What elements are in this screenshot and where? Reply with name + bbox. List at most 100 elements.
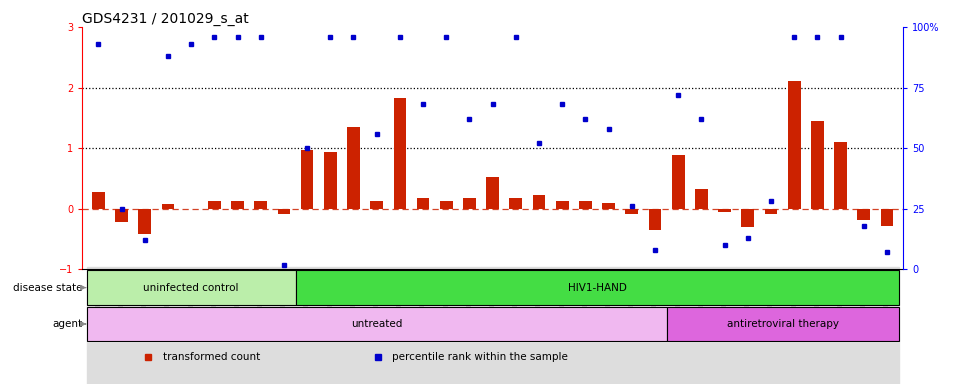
Bar [875,270,898,384]
Text: uninfected control: uninfected control [143,283,239,293]
Bar [87,267,110,270]
Bar [347,127,360,209]
Bar [736,270,759,384]
Bar [412,267,435,270]
Text: agent: agent [52,319,82,329]
Bar [435,267,458,270]
Bar [277,209,291,214]
Bar [296,270,319,384]
Text: disease state: disease state [14,283,82,293]
Bar [249,270,272,384]
Bar [829,267,852,270]
Bar [551,267,574,270]
Bar [509,198,523,209]
Bar [272,267,296,270]
Bar [458,270,481,384]
Bar [203,267,226,270]
Bar [713,267,736,270]
Bar [579,201,592,209]
Bar [435,270,458,384]
Bar [138,209,151,234]
Bar [620,270,643,384]
Bar [667,307,898,341]
Bar [881,209,894,226]
Bar [667,270,690,384]
Bar [365,267,388,270]
Bar [643,267,667,270]
Bar [92,192,104,209]
Bar [110,267,133,270]
Bar [504,270,527,384]
Bar [296,267,319,270]
Bar [203,270,226,384]
Bar [852,267,875,270]
Bar [765,209,778,214]
Bar [365,270,388,384]
Bar [532,195,546,209]
Bar [180,270,203,384]
Bar [296,270,898,305]
Bar [829,270,852,384]
Bar [695,189,708,209]
Bar [254,202,267,209]
Bar [440,202,453,209]
Bar [742,209,754,227]
Bar [788,81,801,209]
Bar [161,204,174,209]
Bar [713,270,736,384]
Bar [667,267,690,270]
Bar [527,267,551,270]
Bar [551,270,574,384]
Bar [133,270,156,384]
Bar [249,267,272,270]
Bar [782,270,806,384]
Bar [156,270,180,384]
Text: percentile rank within the sample: percentile rank within the sample [392,353,568,362]
Bar [527,270,551,384]
Bar [319,270,342,384]
Bar [671,156,685,209]
Bar [272,270,296,384]
Bar [231,201,243,209]
Bar [416,198,430,209]
Bar [759,267,782,270]
Bar [690,270,713,384]
Bar [393,98,407,209]
Text: GDS4231 / 201029_s_at: GDS4231 / 201029_s_at [82,12,249,26]
Bar [597,270,620,384]
Bar [806,270,829,384]
Bar [835,142,847,209]
Bar [87,307,667,341]
Bar [875,267,898,270]
Bar [620,267,643,270]
Bar [858,209,870,220]
Bar [412,270,435,384]
Bar [324,152,337,209]
Bar [481,270,504,384]
Bar [342,267,365,270]
Bar [319,267,342,270]
Text: antiretroviral therapy: antiretroviral therapy [726,319,838,329]
Bar [226,267,249,270]
Text: HIV1-HAND: HIV1-HAND [568,283,627,293]
Text: untreated: untreated [351,319,403,329]
Bar [208,202,220,209]
Bar [504,267,527,270]
Bar [463,198,476,209]
Bar [87,270,110,384]
Bar [555,201,569,209]
Bar [226,270,249,384]
Bar [115,209,128,222]
Bar [300,150,314,209]
Bar [110,270,133,384]
Bar [481,267,504,270]
Bar [87,270,296,305]
Bar [388,270,412,384]
Bar [736,267,759,270]
Bar [759,270,782,384]
Bar [180,267,203,270]
Bar [806,267,829,270]
Bar [719,209,731,212]
Bar [133,267,156,270]
Bar [486,177,499,209]
